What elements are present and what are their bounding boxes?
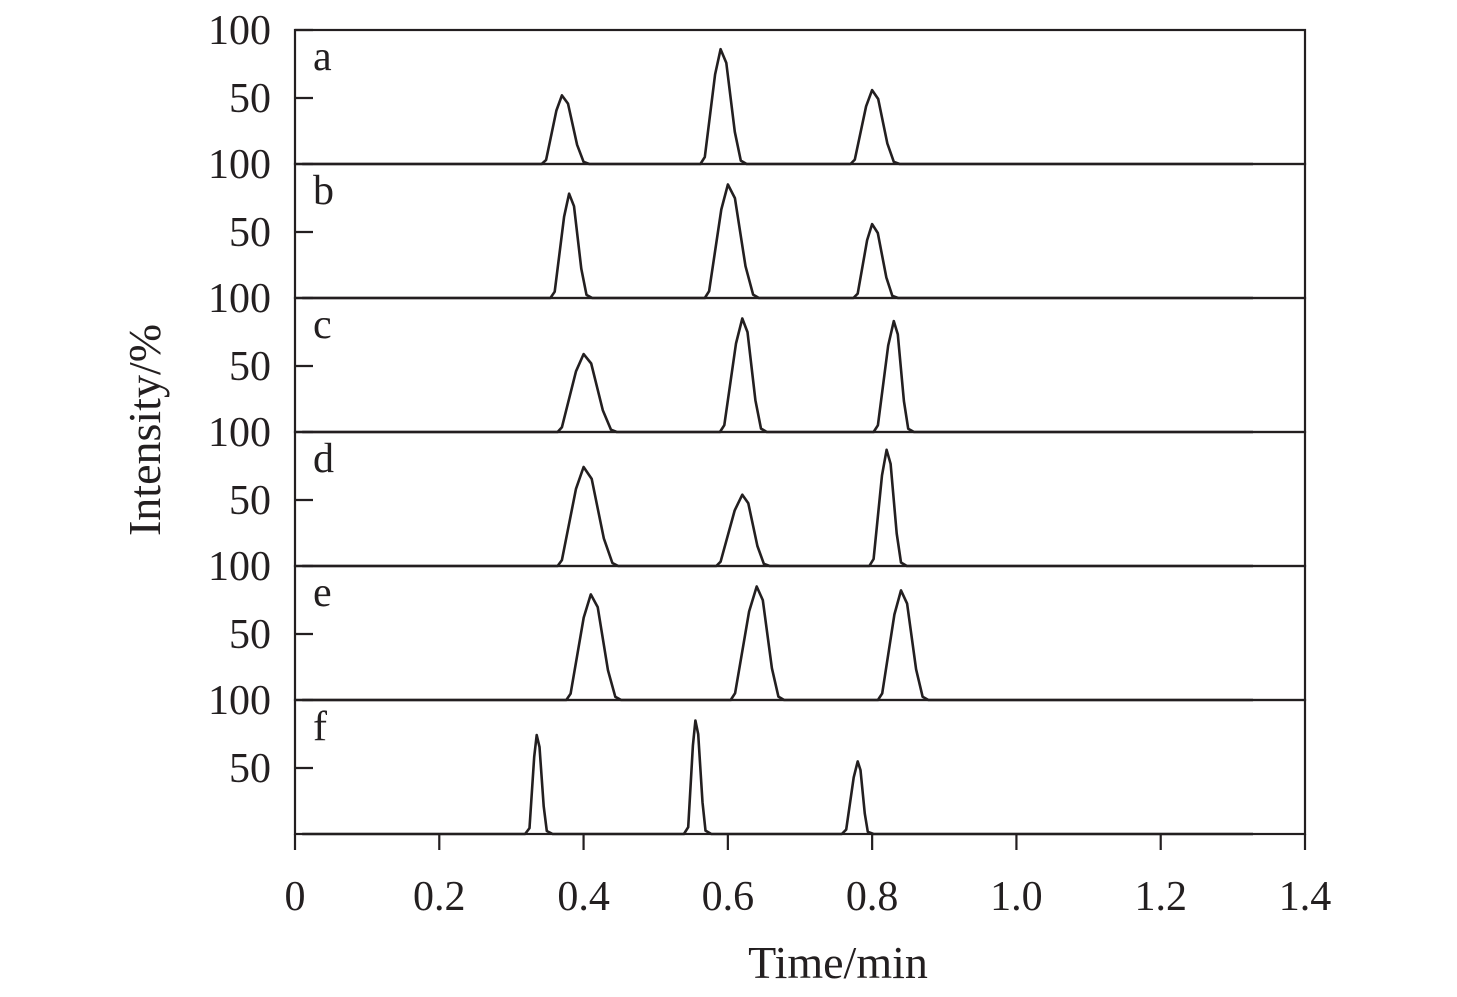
x-tick-label: 0.2 xyxy=(413,874,466,920)
x-tick-label: 0.8 xyxy=(846,874,899,920)
series-trace-a xyxy=(302,47,1253,166)
y-tick-label: 50 xyxy=(229,76,271,122)
x-tick-label: 0 xyxy=(285,874,306,920)
x-tick-label: 0.4 xyxy=(557,874,610,920)
panel-letter: e xyxy=(313,570,332,616)
panel-letter: c xyxy=(313,302,332,348)
panel-frame xyxy=(293,162,1307,300)
panel-letter: a xyxy=(313,34,332,80)
panel-frame xyxy=(293,430,1307,568)
series-trace-c xyxy=(302,317,1253,434)
y-tick-label: 100 xyxy=(208,142,271,188)
panel-letter: b xyxy=(313,168,334,214)
panel-e: 50 100 e xyxy=(208,544,1307,702)
panel-frame xyxy=(293,564,1307,702)
panel-letter: f xyxy=(313,704,327,750)
panel-b: 50 100 b xyxy=(208,142,1307,300)
series-trace-e xyxy=(302,585,1253,702)
panel-frame xyxy=(293,698,1307,836)
y-tick-label: 100 xyxy=(208,276,271,322)
y-tick-label: 50 xyxy=(229,478,271,524)
x-axis-title: Time/min xyxy=(748,937,928,988)
y-tick-label: 100 xyxy=(208,8,271,54)
panel-frame xyxy=(293,296,1307,434)
y-tick-label: 50 xyxy=(229,210,271,256)
panel-d: 50 100 d xyxy=(208,410,1307,568)
y-axis-title: Intensity/% xyxy=(119,324,170,536)
panel-letter: d xyxy=(313,436,334,482)
y-tick-label: 50 xyxy=(229,746,271,792)
panel-f: 50 100 f xyxy=(208,678,1307,836)
series-trace-d xyxy=(302,448,1253,568)
y-tick-label: 100 xyxy=(208,544,271,590)
series-trace-f xyxy=(302,719,1253,836)
x-tick-label: 0.6 xyxy=(702,874,755,920)
panel-a: 50 100 a xyxy=(208,8,1307,166)
x-axis: 0 0.2 0.4 0.6 0.8 1.0 1.2 1.4 xyxy=(285,834,1332,920)
series-trace-b xyxy=(302,183,1253,300)
panel-c: 50 100 c xyxy=(208,276,1307,434)
chart-panels: 50 100 a 50 100 b 50 100 c 50 100 d 50 100 e 50 100 f xyxy=(208,8,1307,836)
y-tick-label: 100 xyxy=(208,678,271,724)
x-tick-label: 1.4 xyxy=(1279,874,1332,920)
y-tick-label: 50 xyxy=(229,344,271,390)
panel-frame xyxy=(293,28,1307,166)
y-tick-label: 50 xyxy=(229,612,271,658)
y-tick-label: 100 xyxy=(208,410,271,456)
x-tick-label: 1.0 xyxy=(990,874,1043,920)
x-tick-label: 1.2 xyxy=(1134,874,1187,920)
